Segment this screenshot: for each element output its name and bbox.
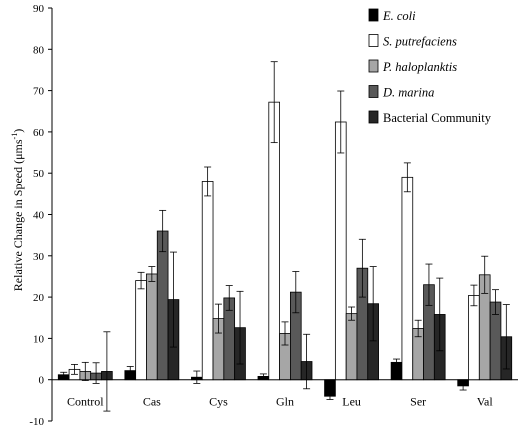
bar	[146, 273, 158, 381]
legend-swatch	[368, 8, 379, 22]
y-tick-label: 80	[33, 44, 45, 56]
bar	[468, 295, 480, 381]
legend-label: D. marina	[382, 86, 434, 100]
y-axis-title-close: )	[11, 129, 25, 133]
bar	[401, 176, 414, 381]
y-tick-label: 40	[33, 210, 45, 222]
legend-label: E. coli	[382, 9, 416, 23]
y-axis-title: Relative Change in Speed (μms-1)	[10, 129, 25, 291]
legend-label: Bacterial Community	[383, 111, 492, 125]
bar	[334, 121, 347, 381]
y-tick-label: 70	[33, 86, 45, 98]
bar	[201, 181, 214, 381]
x-tick-label: Control	[67, 395, 104, 409]
legend-label: S. putrefaciens	[383, 35, 457, 49]
legend-swatch	[368, 59, 379, 73]
bars	[57, 101, 513, 397]
y-tick-label: 20	[33, 292, 45, 304]
legend-swatch	[368, 110, 379, 124]
tick-labels: -10 0 10 20 30 40 50 60 70 80 90 Control Cas Cys Gln Le…	[29, 3, 493, 428]
y-axis-title-main: Relative Change in Speed (μms	[11, 139, 25, 291]
x-tick-label: Val	[477, 395, 494, 409]
legend-swatch	[368, 34, 379, 47]
y-tick-label: 90	[33, 3, 45, 15]
y-tick-label: 60	[33, 127, 45, 139]
error-bars	[60, 61, 510, 412]
y-tick-label: -10	[29, 416, 44, 428]
y-tick-label: 30	[33, 251, 45, 263]
legend-label: P. haloplanktis	[382, 60, 457, 74]
bar	[345, 313, 358, 381]
bar	[135, 280, 147, 381]
y-tick-label: 10	[33, 333, 45, 345]
x-tick-label: Cys	[209, 395, 228, 409]
bar	[156, 230, 169, 381]
y-tick-label: 50	[33, 168, 45, 180]
legend: E. coli S. putrefaciens P. haloplanktis D. …	[368, 8, 492, 125]
bar	[268, 101, 280, 381]
x-tick-label: Ser	[410, 395, 426, 409]
y-axis-title-superscript: -1	[10, 133, 19, 140]
x-tick-label: Leu	[342, 395, 361, 409]
x-tick-label: Cas	[143, 395, 161, 409]
legend-swatch	[368, 85, 379, 98]
x-tick-label: Gln	[276, 395, 294, 409]
y-tick-label: 0	[39, 375, 45, 387]
